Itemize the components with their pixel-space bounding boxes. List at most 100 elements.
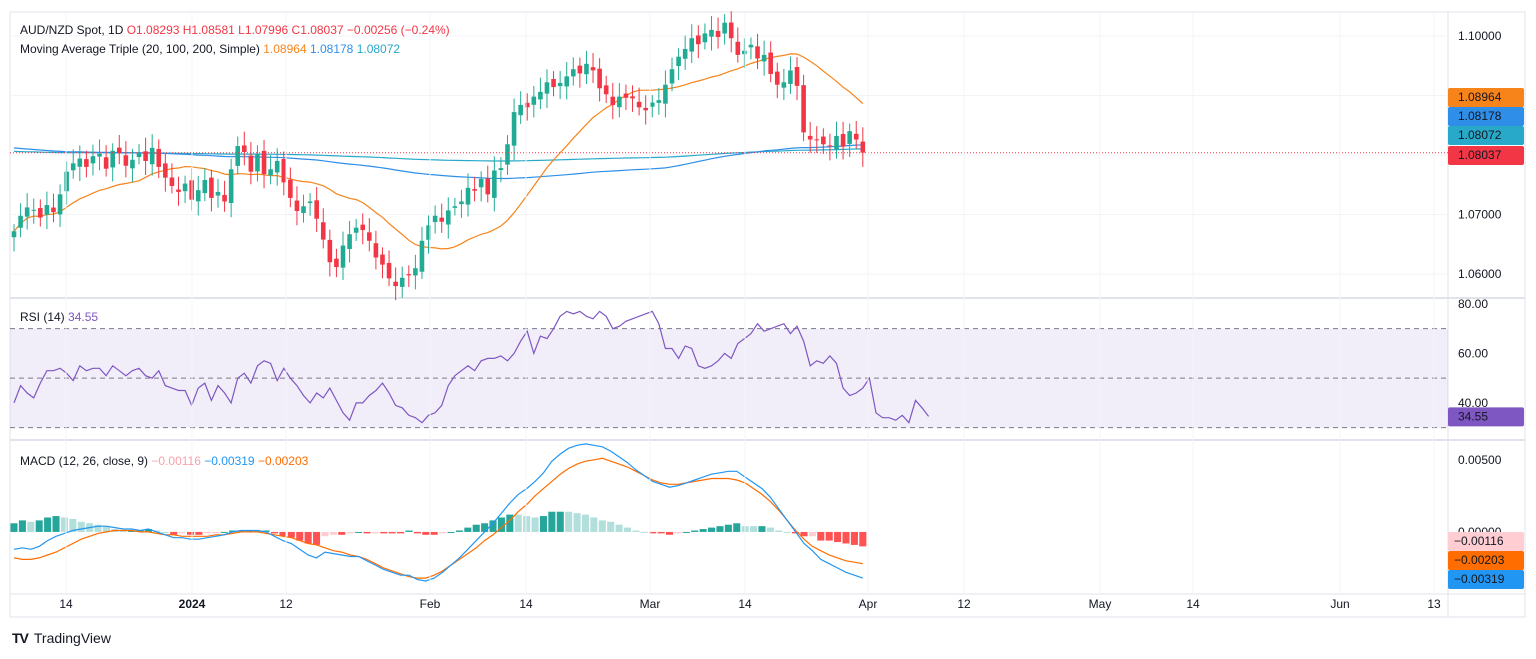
macd-histogram-bar	[800, 531, 808, 537]
candle-body	[689, 38, 695, 52]
macd-histogram-bar	[270, 531, 279, 534]
rsi-value-tag-label: 34.55	[1458, 409, 1488, 423]
macd-histogram-bar	[783, 531, 791, 533]
candle-body	[439, 217, 444, 222]
candle-body	[149, 147, 155, 165]
candle-body	[353, 227, 359, 233]
candle-body	[156, 148, 162, 167]
macd-histogram-bar	[405, 530, 413, 532]
time-tick-label: 14	[59, 597, 73, 611]
candle-body	[215, 191, 221, 196]
macd-value-tag	[1448, 551, 1524, 570]
candle-body	[755, 46, 760, 59]
macd-histogram-bar	[775, 530, 783, 532]
candle-body	[380, 254, 385, 265]
macd-legend-part: −0.00319	[204, 454, 258, 468]
macd-histogram-bar	[691, 530, 699, 532]
time-tick-label: Apr	[859, 597, 878, 611]
macd-histogram-bar	[598, 520, 606, 532]
macd-histogram-bar	[136, 530, 144, 532]
candle-body	[445, 210, 451, 225]
macd-histogram-bar	[212, 531, 220, 534]
candle-body	[814, 139, 820, 141]
candle-body	[649, 102, 655, 107]
rsi-legend-part: 34.55	[68, 310, 98, 324]
candle-body	[761, 54, 767, 62]
macd-legend-part: −0.00203	[258, 454, 309, 468]
candle-body	[255, 154, 260, 172]
macd-histogram-bar	[682, 531, 690, 533]
macd-histogram-bar	[649, 531, 657, 534]
candle-body	[103, 157, 109, 169]
rsi-tick-label: 60.00	[1458, 346, 1488, 360]
macd-histogram-bar	[397, 531, 405, 534]
macd-histogram-bar	[161, 531, 169, 533]
macd-histogram-bar	[220, 531, 228, 533]
macd-histogram-bar	[657, 531, 665, 534]
candle-body	[840, 133, 846, 147]
macd-histogram-bar	[388, 531, 396, 534]
candle-body	[11, 231, 17, 238]
price-tag	[1448, 107, 1524, 126]
time-tick-label: 2024	[179, 597, 206, 611]
symbol-legend: AUD/NZD Spot, 1D O1.08293 H1.08581 L1.07…	[20, 23, 450, 37]
price-tag	[1448, 146, 1524, 165]
candle-body	[853, 133, 859, 140]
macd-histogram-bar	[623, 527, 632, 532]
candle-body	[340, 245, 346, 268]
candle-body	[794, 67, 800, 86]
candle-body	[97, 153, 102, 157]
candle-body	[702, 33, 708, 43]
ma-legend-part: 1.08072	[357, 42, 401, 56]
candle-body	[261, 150, 267, 175]
macd-histogram-bar	[724, 524, 732, 532]
candle-body	[406, 274, 412, 276]
macd-histogram-bar	[859, 531, 867, 547]
candle-body	[544, 82, 550, 94]
macd-histogram-bar	[632, 530, 640, 532]
candle-body	[722, 22, 727, 34]
macd-histogram-bar	[439, 531, 447, 534]
macd-histogram-bar	[195, 531, 203, 535]
macd-histogram-bar	[506, 514, 514, 532]
macd-histogram-bar	[850, 531, 858, 545]
symbol-legend-part: O1.08293	[127, 23, 183, 37]
candle-body	[630, 96, 635, 99]
candle-body	[478, 178, 484, 188]
macd-histogram-bar	[481, 523, 489, 532]
candle-body	[735, 41, 741, 55]
time-tick-label: 14	[1186, 597, 1200, 611]
candle-body	[64, 171, 69, 192]
candle-body	[571, 69, 576, 77]
candle-body	[367, 232, 372, 241]
candle-body	[610, 96, 616, 105]
brand: TV TradingView	[12, 630, 111, 646]
candle-body	[781, 82, 787, 88]
candle-body	[564, 76, 570, 87]
candle-body	[235, 146, 241, 166]
macd-value-tag-label: −0.00116	[1454, 534, 1504, 548]
symbol-legend-part: C1.08037	[292, 23, 347, 37]
macd-histogram-bar	[422, 531, 430, 535]
macd-histogram-bar	[808, 531, 816, 537]
candle-body	[222, 194, 227, 202]
candle-body	[669, 69, 675, 84]
price-tag-label: 1.08964	[1458, 90, 1502, 104]
macd-histogram-bar	[539, 516, 547, 532]
macd-histogram-bar	[279, 531, 287, 537]
macd-histogram-bar	[607, 521, 615, 532]
time-tick-label: 14	[738, 597, 752, 611]
candle-body	[742, 50, 747, 55]
ma20-line	[13, 53, 864, 250]
candle-body	[774, 71, 780, 85]
candle-body	[301, 206, 306, 214]
candle-body	[195, 190, 201, 202]
candle-body	[373, 243, 379, 258]
ma-legend-part: Moving Average Triple (20, 100, 200, Sim…	[20, 42, 263, 56]
macd-histogram-bar	[413, 531, 421, 534]
macd-histogram-bar	[329, 531, 337, 535]
macd-histogram-bar	[699, 529, 707, 532]
time-tick-label: Jun	[1330, 597, 1349, 611]
